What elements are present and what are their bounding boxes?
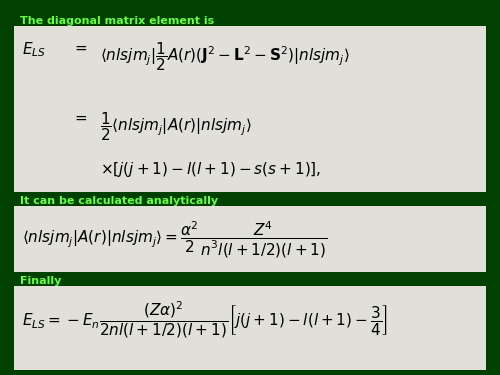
Text: $=$: $=$ xyxy=(72,110,88,125)
Text: $\times[j(j+1) - l(l+1) - s(s+1)],$: $\times[j(j+1) - l(l+1) - s(s+1)],$ xyxy=(100,160,322,179)
Text: $E_{LS} = -E_n\dfrac{(Z\alpha)^2}{2nl(l+1/2)(l+1)}\left[j(j+1) - l(l+1) - \dfrac: $E_{LS} = -E_n\dfrac{(Z\alpha)^2}{2nl(l+… xyxy=(22,300,388,340)
Text: The diagonal matrix element is: The diagonal matrix element is xyxy=(20,16,214,26)
Text: $\dfrac{1}{2}\langle nlsjm_j|A(r)|nlsjm_j\rangle$: $\dfrac{1}{2}\langle nlsjm_j|A(r)|nlsjm_… xyxy=(100,110,252,143)
Text: $\langle nlsjm_j|A(r)|nlsjm_j\rangle = \dfrac{\alpha^2}{2}\dfrac{Z^4}{n^3 l(l+1/: $\langle nlsjm_j|A(r)|nlsjm_j\rangle = \… xyxy=(22,220,328,260)
Text: It can be calculated analytically: It can be calculated analytically xyxy=(20,196,218,206)
Text: Finally: Finally xyxy=(20,276,61,286)
Bar xyxy=(14,206,486,272)
Text: $E_{LS}$: $E_{LS}$ xyxy=(22,40,46,59)
Bar xyxy=(14,26,486,192)
Text: $=$: $=$ xyxy=(72,40,88,55)
Text: $\langle nlsjm_j|\dfrac{1}{2}A(r)(\mathbf{J}^2 - \mathbf{L}^2 - \mathbf{S}^2)|nl: $\langle nlsjm_j|\dfrac{1}{2}A(r)(\mathb… xyxy=(100,40,350,73)
Bar xyxy=(14,286,486,370)
